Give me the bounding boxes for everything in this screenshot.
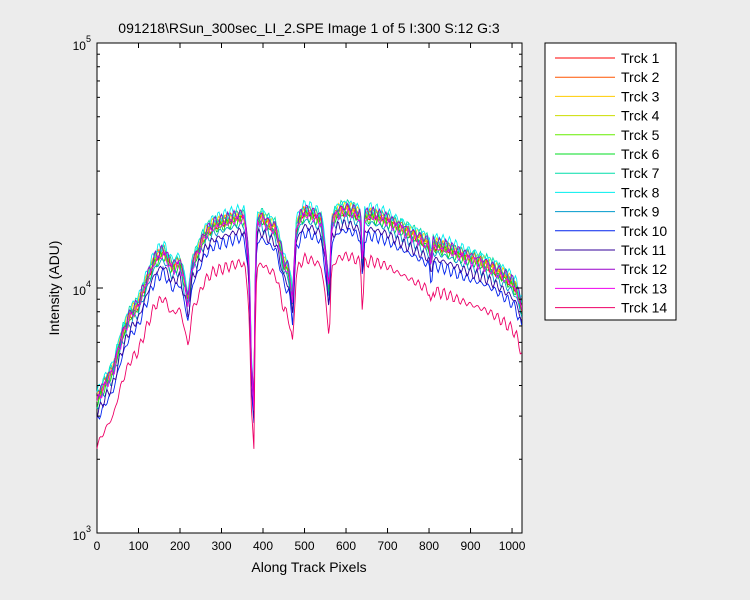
chart-title: 091218\RSun_300sec_LI_2.SPE Image 1 of 5… (118, 20, 500, 36)
y-tick-label: 105 (73, 34, 91, 53)
series-line (96, 219, 523, 419)
x-tick-label: 900 (461, 539, 481, 553)
legend-label: Trck 1 (621, 50, 660, 66)
legend-label: Trck 14 (621, 300, 667, 316)
legend-label: Trck 3 (621, 88, 660, 104)
x-tick-label: 0 (94, 539, 101, 553)
series-line (96, 227, 523, 424)
legend-label: Trck 2 (621, 69, 660, 85)
y-tick-label: 104 (73, 279, 91, 298)
legend-box (544, 42, 677, 321)
x-tick-label: 400 (253, 539, 273, 553)
x-tick-label: 500 (295, 539, 315, 553)
legend-label: Trck 13 (621, 280, 667, 296)
x-tick-label: 300 (211, 539, 231, 553)
legend-label: Trck 7 (621, 165, 660, 181)
legend-label: Trck 11 (621, 242, 666, 258)
series-line (96, 199, 522, 400)
x-axis-label: Along Track Pixels (251, 559, 366, 575)
axes-layer: 0 100 200 300 400 500 600 700 800 900 1000 103 104 10… (73, 34, 526, 553)
x-tick-label: 800 (419, 539, 439, 553)
legend-label: Trck 10 (621, 223, 667, 239)
legend-label: Trck 5 (621, 127, 660, 143)
plot-area (96, 42, 523, 534)
x-tick-label: 200 (170, 539, 190, 553)
y-tick-label: 103 (73, 524, 91, 543)
series-line (96, 206, 523, 411)
y-axis-label: Intensity (ADU) (46, 241, 62, 336)
x-tick-label: 1000 (499, 539, 526, 553)
legend-label: Trck 9 (621, 204, 660, 220)
series-line (96, 251, 522, 449)
series-layer (96, 198, 523, 449)
x-tick-label: 100 (128, 539, 148, 553)
legend-label: Trck 4 (621, 108, 660, 124)
x-tick-label: 600 (336, 539, 356, 553)
x-tick-label: 700 (378, 539, 398, 553)
legend: Trck 1 Trck 2 Trck 3 Trck 4 Trck 5 Trck 6 Trck… (544, 42, 677, 321)
legend-label: Trck 6 (621, 146, 660, 162)
legend-label: Trck 12 (621, 261, 667, 277)
legend-label: Trck 8 (621, 184, 660, 200)
